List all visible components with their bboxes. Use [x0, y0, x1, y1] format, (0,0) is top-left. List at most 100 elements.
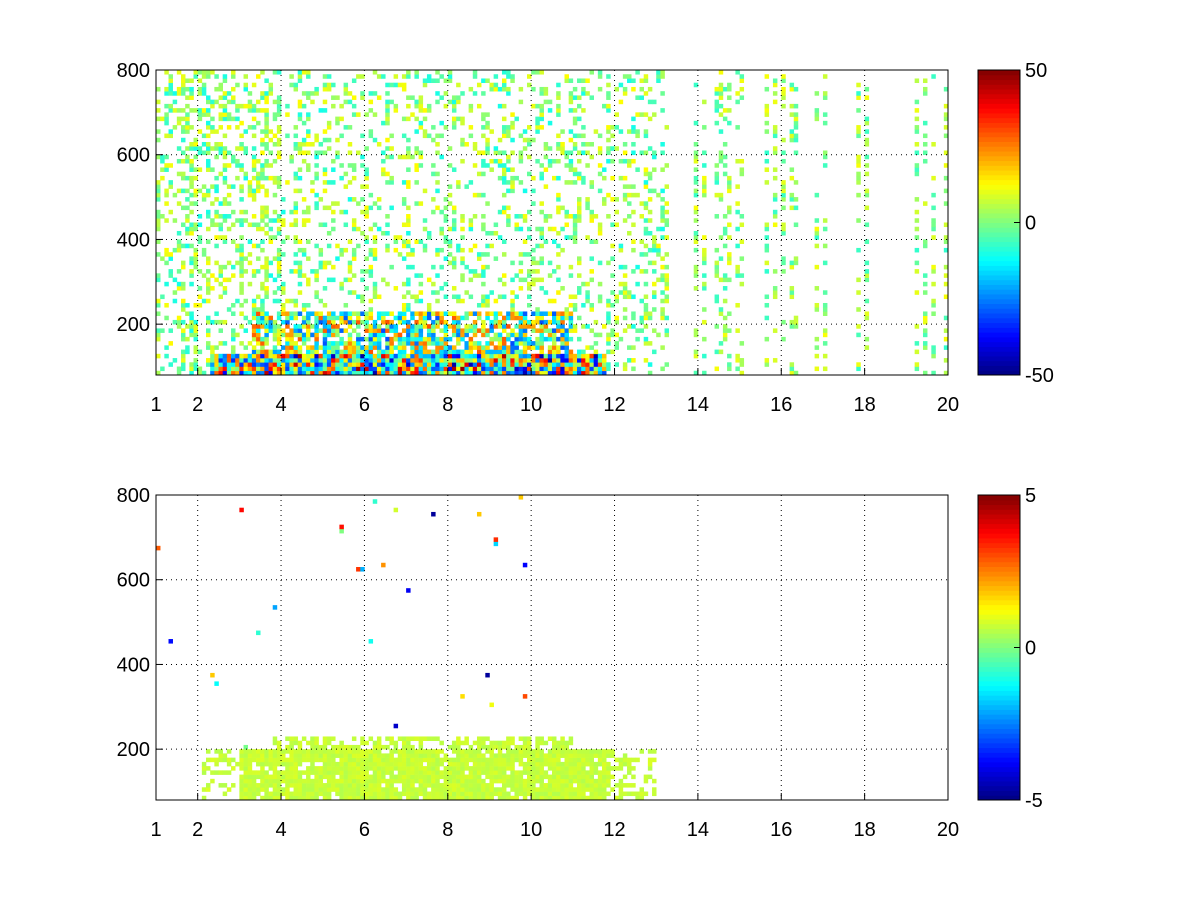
heatmap-cell: [193, 222, 198, 228]
heatmap-cell: [335, 95, 340, 100]
heatmap-cell: [347, 277, 353, 283]
heatmap-cell: [447, 74, 453, 79]
heatmap-cell: [568, 736, 574, 741]
heatmap-cell: [347, 319, 353, 325]
heatmap-cell: [714, 180, 720, 185]
heatmap-cell: [406, 70, 411, 75]
heatmap-cell: [535, 315, 540, 321]
heatmap-cell: [426, 315, 432, 321]
heatmap-cell: [456, 753, 461, 758]
heatmap-cell: [535, 370, 540, 376]
colorbar-band: [978, 785, 1020, 791]
heatmap-cell: [914, 218, 920, 223]
heatmap-cell: [168, 108, 173, 113]
heatmap-cell: [489, 328, 494, 333]
heatmap-cell: [552, 749, 557, 754]
heatmap-cell: [410, 264, 415, 270]
heatmap-cell: [256, 294, 261, 300]
heatmap-cell: [389, 180, 394, 185]
heatmap-cell: [414, 761, 419, 767]
heatmap-cell: [481, 91, 486, 96]
heatmap-cell: [297, 366, 303, 372]
heatmap-cell: [176, 86, 182, 92]
heatmap-cell: [476, 256, 482, 261]
heatmap-cell: [793, 112, 799, 117]
heatmap-cell: [347, 239, 353, 244]
heatmap-cell: [931, 74, 936, 79]
heatmap-cell: [243, 129, 249, 134]
heatmap-cell: [326, 749, 332, 754]
heatmap-cell: [410, 353, 415, 359]
heatmap-cell: [568, 167, 574, 172]
heatmap-cell: [397, 341, 403, 346]
heatmap-cell: [368, 264, 374, 270]
heatmap-cell: [310, 358, 315, 363]
heatmap-cell: [585, 753, 590, 758]
heatmap-cell: [431, 749, 436, 754]
heatmap-cell: [281, 353, 286, 359]
heatmap-cell: [276, 103, 282, 109]
heatmap-cell: [451, 791, 457, 797]
heatmap-cell: [718, 277, 724, 283]
heatmap-cell: [406, 749, 411, 754]
heatmap-cell: [489, 311, 494, 316]
heatmap-cell: [514, 783, 519, 788]
heatmap-cell: [577, 150, 582, 156]
heatmap-cell: [439, 761, 444, 767]
heatmap-cell: [664, 201, 670, 206]
heatmap-cell: [239, 142, 244, 147]
heatmap-cell: [485, 749, 490, 754]
heatmap-cell: [589, 184, 594, 189]
heatmap-cell: [501, 366, 507, 372]
heatmap-cell: [501, 757, 507, 763]
heatmap-cell: [347, 362, 353, 367]
heatmap-cell: [577, 133, 582, 139]
heatmap-cell: [414, 370, 419, 376]
colorbar-band: [978, 284, 1020, 290]
heatmap-cell: [522, 770, 528, 775]
heatmap-cell: [172, 192, 178, 198]
heatmap-cell: [493, 362, 499, 367]
heatmap-cell: [426, 311, 432, 316]
heatmap-cell: [281, 774, 286, 780]
heatmap-cell: [372, 778, 378, 784]
heatmap-cell: [526, 273, 532, 278]
heatmap-cell: [439, 247, 444, 253]
heatmap-cell: [314, 795, 319, 801]
colorbar-band: [978, 552, 1020, 558]
heatmap-cell: [727, 366, 732, 372]
heatmap-cell: [464, 332, 469, 338]
heatmap-cell: [714, 260, 720, 266]
heatmap-cell: [201, 74, 207, 79]
heatmap-cell: [643, 184, 649, 189]
heatmap-cell: [181, 264, 186, 270]
heatmap-cell: [618, 175, 624, 181]
heatmap-cell: [314, 740, 319, 746]
heatmap-cell: [418, 239, 424, 244]
heatmap-cell: [464, 366, 469, 372]
heatmap-cell: [256, 362, 261, 367]
heatmap-cell: [526, 226, 532, 232]
heatmap-cell: [501, 133, 507, 139]
heatmap-cell: [514, 366, 519, 372]
heatmap-cell: [160, 154, 165, 160]
heatmap-cell: [552, 226, 557, 232]
heatmap-cell: [456, 243, 461, 249]
heatmap-cell: [489, 366, 494, 372]
heatmap-cell: [552, 362, 557, 367]
heatmap-cell: [256, 99, 261, 105]
heatmap-cell: [531, 175, 536, 181]
heatmap-cell: [660, 167, 665, 172]
heatmap-cell: [485, 766, 490, 771]
heatmap-cell: [627, 201, 632, 206]
heatmap-cell: [606, 125, 611, 130]
heatmap-cell: [322, 137, 328, 143]
heatmap-cell: [552, 783, 557, 788]
heatmap-cell: [222, 91, 228, 96]
heatmap-cell: [218, 362, 223, 367]
heatmap-cell: [560, 791, 565, 797]
heatmap-cell: [451, 353, 457, 359]
heatmap-cell: [581, 795, 586, 801]
heatmap-cell: [610, 332, 615, 338]
heatmap-cell: [431, 341, 436, 346]
